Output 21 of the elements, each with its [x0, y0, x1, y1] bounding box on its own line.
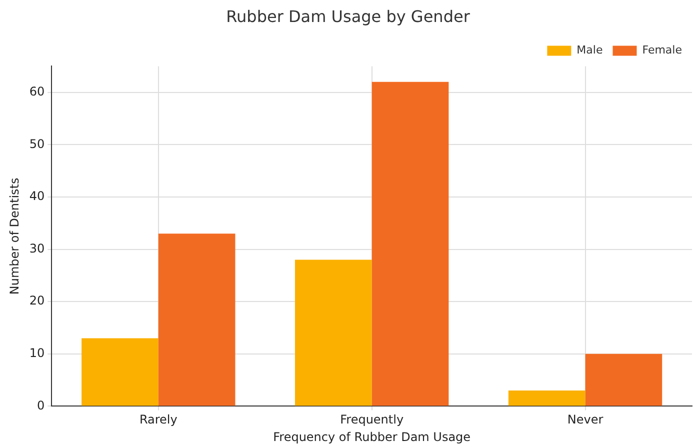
y-tick-label: 20: [29, 294, 45, 308]
y-tick-label: 0: [37, 398, 45, 412]
legend-label: Male: [576, 44, 603, 57]
y-tick-label: 30: [29, 241, 45, 256]
y-tick-label: 40: [29, 189, 45, 204]
legend-label: Female: [642, 44, 682, 57]
x-tick-label: Rarely: [139, 412, 178, 427]
bar: [294, 260, 372, 406]
bar: [158, 234, 236, 406]
y-tick-label: 10: [29, 346, 45, 360]
y-tick-label: 50: [29, 136, 45, 151]
y-tick-label: 60: [29, 84, 45, 98]
y-axis-title: Number of Dentists: [7, 178, 22, 295]
bar: [372, 82, 449, 406]
bar: [82, 338, 158, 406]
x-tick-label: Never: [567, 412, 604, 427]
chart-title: Rubber Dam Usage by Gender: [226, 6, 470, 26]
bar: [585, 354, 662, 406]
x-axis-title: Frequency of Rubber Dam Usage: [273, 430, 471, 444]
bar: [508, 390, 586, 406]
x-tick-label: Frequently: [340, 412, 404, 427]
